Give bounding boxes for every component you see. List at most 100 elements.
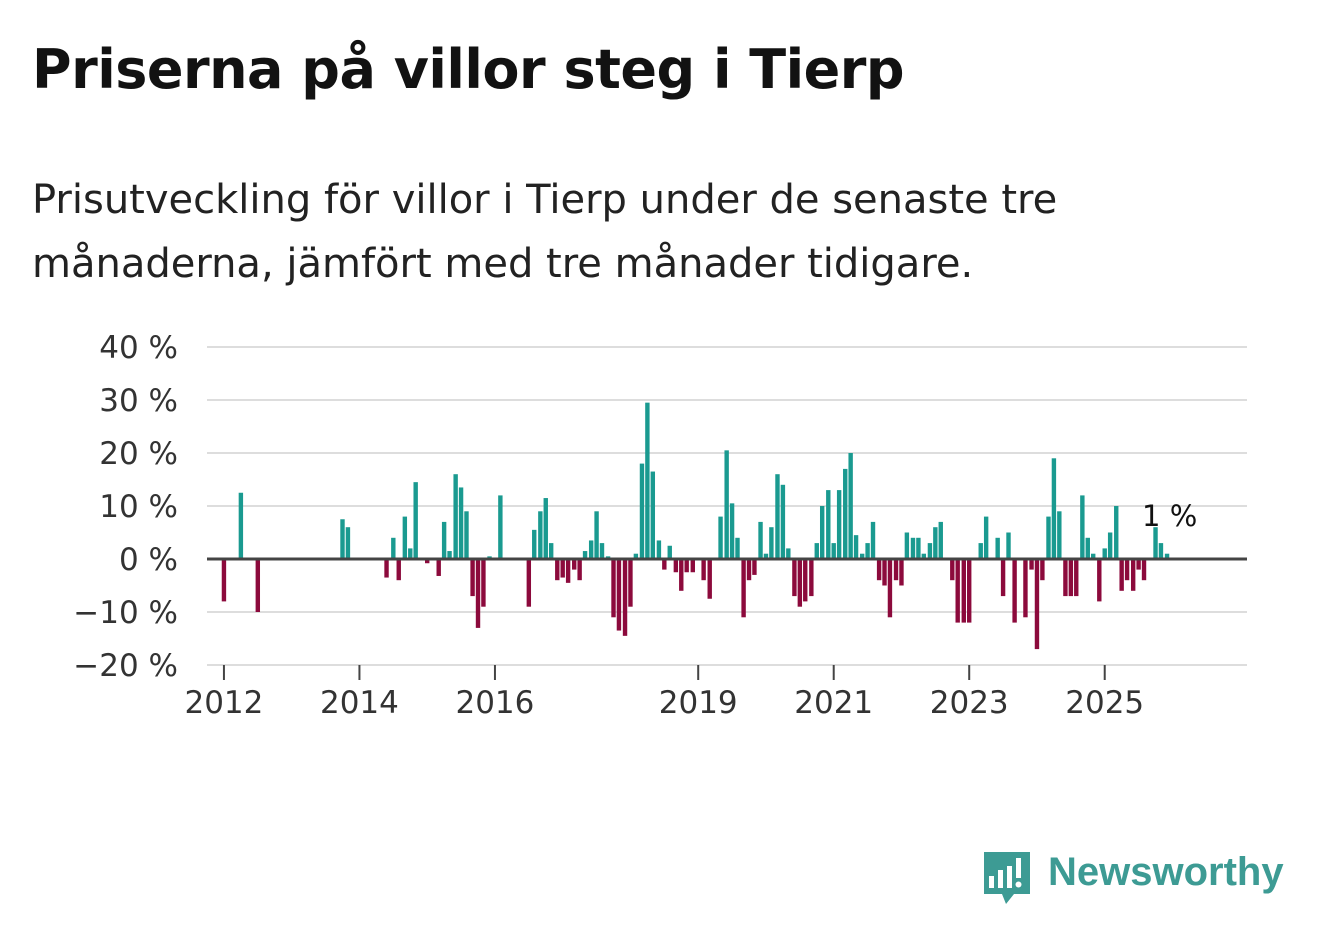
bar bbox=[588, 540, 594, 559]
chart-subtitle: Prisutveckling för villor i Tierp under … bbox=[32, 177, 1058, 287]
bar bbox=[876, 559, 882, 581]
bar bbox=[645, 402, 650, 559]
bar bbox=[238, 492, 244, 559]
y-tick-label: 40 % bbox=[99, 330, 178, 366]
x-tick-label: 2016 bbox=[455, 685, 534, 721]
bar bbox=[1074, 559, 1079, 597]
bar bbox=[933, 527, 938, 559]
bar bbox=[447, 551, 452, 559]
page-title: Priserna på villor steg i Tierp bbox=[32, 38, 905, 101]
bar bbox=[758, 521, 763, 559]
bar bbox=[408, 548, 413, 559]
bar bbox=[628, 559, 633, 607]
bar bbox=[887, 559, 893, 618]
bar bbox=[1034, 559, 1040, 650]
bar bbox=[752, 559, 757, 575]
x-tick-label: 2012 bbox=[184, 685, 263, 721]
bar-chart: 40 % 30 % 20 % 10 % 0 % −10 % −20 %2012 2014 201… bbox=[73, 330, 1247, 721]
bar bbox=[983, 516, 989, 559]
bar bbox=[1107, 532, 1113, 559]
x-tick-label: 2025 bbox=[1065, 685, 1144, 721]
bar bbox=[441, 521, 447, 559]
y-tick-label: 30 % bbox=[99, 383, 178, 419]
bar bbox=[724, 450, 729, 559]
bar bbox=[255, 559, 261, 612]
bar bbox=[340, 519, 345, 559]
bar bbox=[1141, 559, 1147, 581]
bar bbox=[616, 559, 622, 631]
bar bbox=[384, 559, 389, 578]
bar bbox=[955, 559, 960, 623]
bar bbox=[679, 559, 684, 591]
bar bbox=[1085, 537, 1090, 559]
newsworthy-logo[interactable]: Newsworthy bbox=[980, 848, 1300, 912]
bar bbox=[1091, 553, 1096, 559]
y-tick-label: −20 % bbox=[73, 648, 178, 684]
bar bbox=[792, 559, 797, 597]
bar bbox=[853, 535, 859, 559]
bar bbox=[560, 559, 565, 578]
bar bbox=[594, 511, 599, 559]
bar bbox=[639, 463, 645, 559]
bar bbox=[893, 559, 899, 581]
bar bbox=[1006, 532, 1011, 559]
y-tick-label: 20 % bbox=[99, 436, 178, 472]
bar bbox=[464, 511, 469, 559]
bar bbox=[904, 532, 910, 559]
bar bbox=[650, 471, 656, 559]
bar bbox=[1040, 559, 1045, 581]
bar bbox=[1000, 559, 1006, 597]
last-value-label: 1 % bbox=[1142, 499, 1197, 533]
bar bbox=[848, 453, 853, 559]
bar bbox=[1046, 516, 1051, 559]
labels: 40 % 30 % 20 % 10 % 0 % −10 % −20 %2012 2014 201… bbox=[73, 330, 1197, 721]
x-tick-label: 2014 bbox=[320, 685, 399, 721]
bar bbox=[1080, 495, 1085, 559]
bar bbox=[1124, 559, 1130, 581]
bar bbox=[797, 559, 803, 607]
bar bbox=[1153, 527, 1158, 559]
bar bbox=[470, 559, 475, 597]
bar bbox=[882, 559, 887, 586]
bar bbox=[599, 543, 605, 559]
bar bbox=[826, 490, 831, 559]
bar bbox=[622, 559, 628, 636]
y-tick-label: −10 % bbox=[73, 595, 178, 631]
bar bbox=[780, 484, 786, 559]
bar bbox=[865, 543, 870, 559]
x-tick-label: 2023 bbox=[930, 685, 1009, 721]
bar bbox=[656, 540, 662, 559]
bar bbox=[746, 559, 752, 581]
bar bbox=[701, 559, 706, 581]
bar bbox=[1029, 559, 1034, 570]
bar bbox=[1164, 553, 1170, 559]
bar bbox=[1057, 511, 1062, 559]
bar bbox=[538, 511, 543, 559]
bar bbox=[729, 503, 735, 559]
bar bbox=[498, 495, 503, 559]
bar bbox=[673, 559, 679, 573]
bar bbox=[402, 516, 408, 559]
bar bbox=[526, 559, 532, 607]
bar bbox=[543, 498, 548, 559]
bar bbox=[413, 482, 418, 559]
bar bbox=[763, 553, 769, 559]
bar bbox=[572, 559, 577, 570]
bar bbox=[718, 516, 723, 559]
bar bbox=[1068, 559, 1074, 597]
bar bbox=[775, 474, 780, 559]
bar bbox=[565, 559, 571, 583]
bar bbox=[870, 521, 876, 559]
bar bbox=[690, 559, 695, 573]
bar bbox=[396, 559, 401, 581]
bar bbox=[1102, 548, 1107, 559]
bar bbox=[548, 543, 554, 559]
bar bbox=[1051, 458, 1057, 559]
bar bbox=[582, 551, 588, 559]
bar bbox=[836, 490, 842, 559]
bar bbox=[345, 527, 351, 559]
bar bbox=[475, 559, 481, 628]
bar bbox=[843, 468, 848, 559]
bar bbox=[1023, 559, 1028, 618]
bar bbox=[995, 537, 1000, 559]
